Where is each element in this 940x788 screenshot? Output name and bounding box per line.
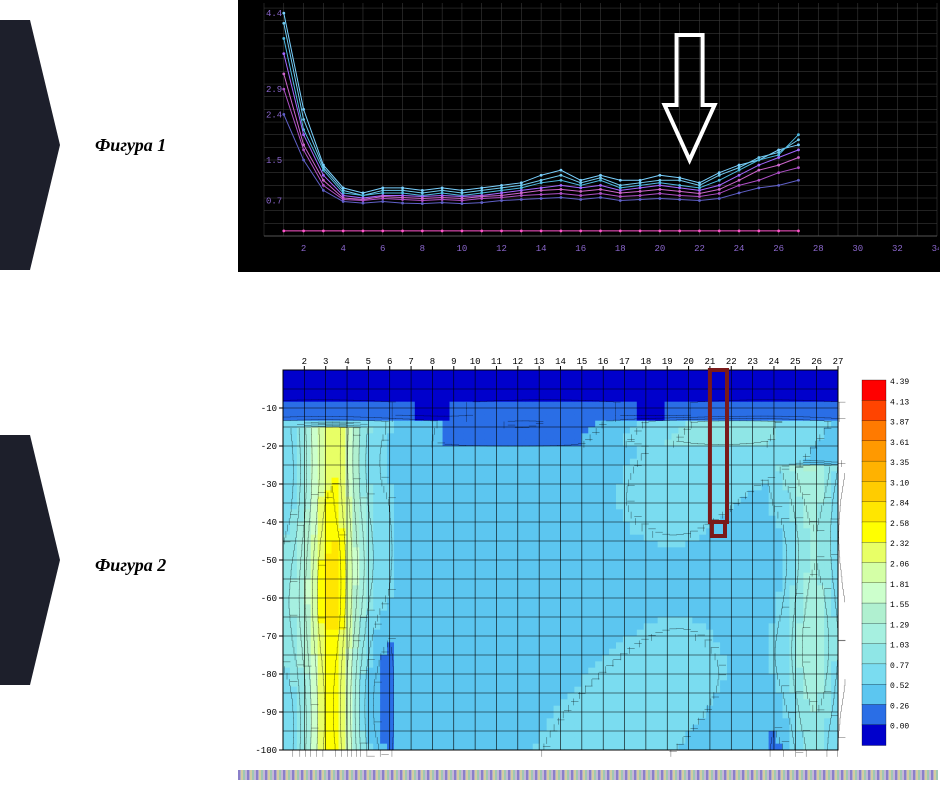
svg-text:0.7: 0.7 — [266, 197, 282, 207]
contour-chart: 2345678910111213141516171819202122232425… — [238, 350, 938, 765]
svg-text:4: 4 — [340, 244, 345, 254]
svg-text:10: 10 — [457, 244, 468, 254]
svg-text:34: 34 — [932, 244, 939, 254]
decor-arrow-1 — [0, 20, 60, 270]
svg-text:2.4: 2.4 — [266, 110, 282, 120]
svg-text:8: 8 — [420, 244, 425, 254]
svg-text:28: 28 — [813, 244, 824, 254]
figure2-label: Фигура 2 — [95, 555, 166, 576]
decor-arrow-2 — [0, 435, 60, 685]
svg-text:2.9: 2.9 — [266, 85, 282, 95]
svg-text:4.4: 4.4 — [266, 9, 282, 19]
svg-text:26: 26 — [773, 244, 784, 254]
svg-text:16: 16 — [575, 244, 586, 254]
svg-text:6: 6 — [380, 244, 385, 254]
svg-text:30: 30 — [852, 244, 863, 254]
svg-text:20: 20 — [654, 244, 665, 254]
svg-text:18: 18 — [615, 244, 626, 254]
svg-text:32: 32 — [892, 244, 903, 254]
svg-text:22: 22 — [694, 244, 705, 254]
svg-text:2: 2 — [301, 244, 306, 254]
svg-text:24: 24 — [734, 244, 745, 254]
line-chart: 2468101214161820222426283032340.71.52.42… — [238, 0, 940, 272]
svg-text:1.5: 1.5 — [266, 156, 282, 166]
svg-text:14: 14 — [536, 244, 547, 254]
noise-strip — [238, 770, 938, 780]
svg-text:12: 12 — [496, 244, 507, 254]
page-root: Фигура 1 Фигура 2 2468101214161820222426… — [0, 0, 940, 788]
figure1-label: Фигура 1 — [95, 135, 166, 156]
